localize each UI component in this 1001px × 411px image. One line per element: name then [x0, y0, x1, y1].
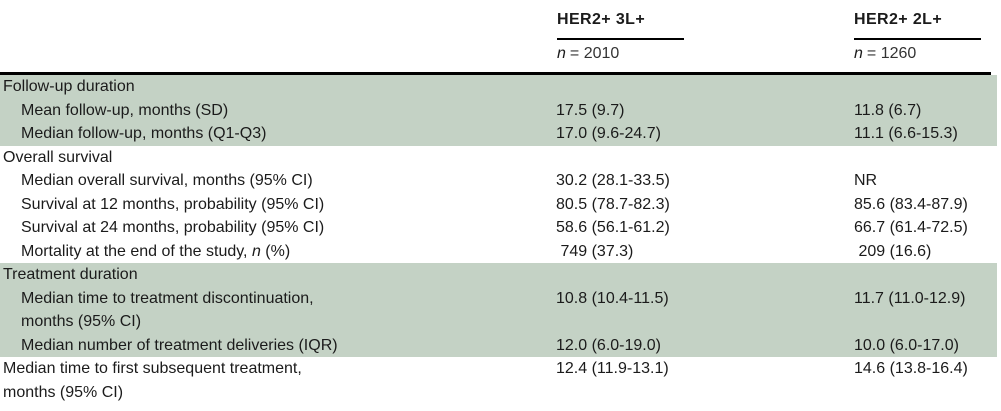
table-row: Survival at 24 months, probability (95% …: [0, 216, 997, 240]
column-header-label: HER2+ 3L+: [557, 11, 684, 40]
value-2l: 66.7 (61.4-72.5): [854, 219, 968, 236]
row-label: Median number of treatment deliveries (I…: [21, 336, 338, 354]
table-row: Mean follow-up, months (SD) 17.5 (9.7) 1…: [0, 99, 997, 123]
value-2l: 11.1 (6.6-15.3): [854, 125, 958, 142]
value-3l: 17.0 (9.6-24.7): [556, 125, 661, 142]
row-label: Median time to first subsequent treatmen…: [3, 360, 302, 401]
value-2l: 85.6 (83.4-87.9): [854, 195, 968, 213]
value-3l: 10.8 (10.4-11.5): [556, 289, 669, 307]
table-row: Median number of treatment deliveries (I…: [0, 334, 997, 358]
table-header: HER2+ 3L+ n = 2010 HER2+ 2L+ n = 1260: [0, 0, 991, 75]
table-row: Median time to first subsequent treatmen…: [0, 357, 997, 404]
section-overall-survival: Overall survival Median overall survival…: [0, 146, 997, 264]
value-3l: 12.4 (11.9-13.1): [556, 360, 669, 377]
table-row: Median overall survival, months (95% CI)…: [0, 169, 997, 193]
n-value: = 2010: [569, 45, 620, 62]
row-label: Median overall survival, months (95% CI): [21, 172, 313, 189]
value-3l: 58.6 (56.1-61.2): [556, 219, 670, 236]
table-row: Median follow-up, months (Q1-Q3) 17.0 (9…: [0, 122, 997, 146]
section-followup-duration: Follow-up duration Mean follow-up, month…: [0, 75, 997, 146]
section-title-row: Treatment duration: [0, 263, 997, 287]
n-symbol: n: [251, 242, 261, 260]
section-title-row: Overall survival: [0, 146, 997, 170]
table-row-mortality: Mortality at the end of the study, n (%)…: [0, 240, 997, 264]
value-2l: 209 (16.6): [854, 242, 932, 260]
value-3l: 17.5 (9.7): [556, 101, 625, 119]
value-2l: 11.7 (11.0-12.9): [854, 289, 966, 307]
section-title: Overall survival: [3, 148, 113, 166]
column-header-her2-3l: HER2+ 3L+ n = 2010: [557, 11, 684, 63]
row-label: Mortality at the end of the study, n (%): [21, 242, 291, 260]
column-sample-size: n = 2010: [557, 40, 684, 63]
section-title: Follow-up duration: [3, 78, 135, 95]
value-2l: NR: [854, 172, 878, 189]
row-label: Median follow-up, months (Q1-Q3): [21, 125, 267, 142]
section-subsequent-treatment: Median time to first subsequent treatmen…: [0, 357, 997, 404]
value-3l: 12.0 (6.0-19.0): [556, 336, 661, 354]
row-label: Survival at 12 months, probability (95% …: [21, 195, 325, 213]
value-3l: 749 (37.3): [556, 242, 634, 260]
section-title-row: Follow-up duration: [0, 75, 997, 99]
column-sample-size: n = 1260: [854, 40, 981, 63]
table-row: Median time to treatment discontinuation…: [0, 287, 997, 334]
value-2l: 14.6 (13.8-16.4): [854, 360, 968, 377]
table-row: Survival at 12 months, probability (95% …: [0, 193, 997, 217]
n-value: = 1260: [866, 45, 917, 62]
value-3l: 30.2 (28.1-33.5): [556, 172, 670, 189]
row-label: Mean follow-up, months (SD): [21, 101, 229, 119]
row-label: Survival at 24 months, probability (95% …: [21, 219, 325, 236]
section-title: Treatment duration: [3, 266, 138, 283]
section-treatment-duration: Treatment duration Median time to treatm…: [0, 263, 997, 357]
n-symbol: n: [854, 45, 863, 62]
row-label: Median time to treatment discontinuation…: [21, 289, 314, 331]
column-header-her2-2l: HER2+ 2L+ n = 1260: [854, 11, 981, 63]
value-2l: 11.8 (6.7): [854, 101, 922, 119]
n-symbol: n: [557, 45, 566, 62]
value-3l: 80.5 (78.7-82.3): [556, 195, 670, 213]
value-2l: 10.0 (6.0-17.0): [854, 336, 959, 354]
outcomes-table: HER2+ 3L+ n = 2010 HER2+ 2L+ n = 1260 Foll…: [0, 0, 997, 404]
column-header-label: HER2+ 2L+: [854, 11, 981, 40]
